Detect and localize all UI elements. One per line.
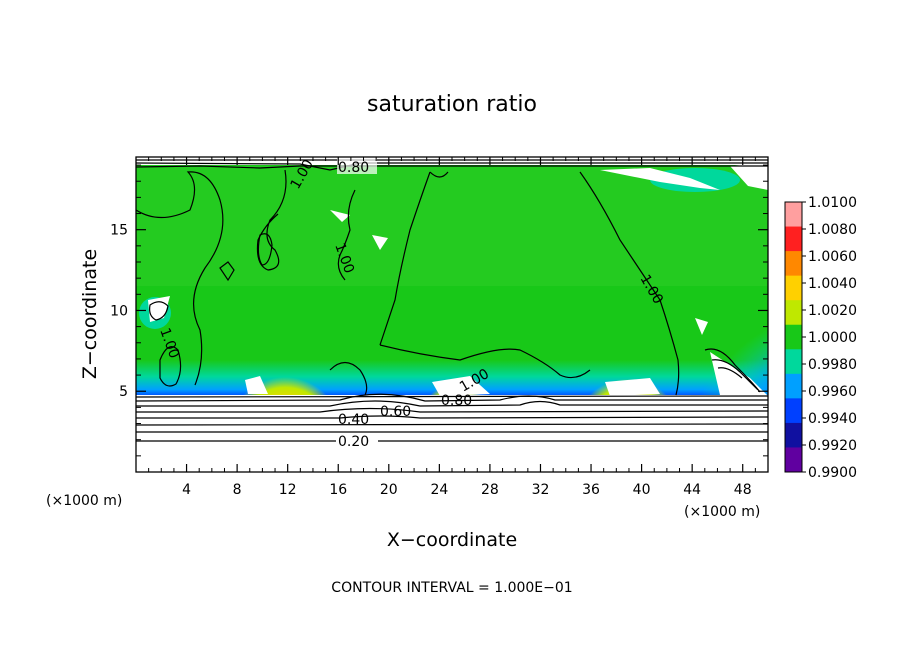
colorbar-swatch xyxy=(785,324,802,350)
colorbar-label: 0.9900 xyxy=(808,465,857,481)
colorbar-label: 0.9960 xyxy=(808,384,857,400)
x-unit-left: (×1000 m) xyxy=(46,493,122,509)
x-tick-label: 32 xyxy=(532,482,550,498)
contour-interval-note: CONTOUR INTERVAL = 1.000E−01 xyxy=(331,580,572,596)
contour-label: 0.80 xyxy=(338,160,369,176)
x-tick-label: 28 xyxy=(481,482,499,498)
x-tick-label: 12 xyxy=(279,482,297,498)
colorbar-label: 0.9920 xyxy=(808,438,857,454)
contour-label: 0.80 xyxy=(441,393,472,409)
x-tick-label: 44 xyxy=(683,482,701,498)
colorbar-swatch xyxy=(785,202,802,228)
x-unit-right: (×1000 m) xyxy=(684,504,760,520)
colorbar-label: 0.9940 xyxy=(808,411,857,427)
colorbar-label: 0.9980 xyxy=(808,357,857,373)
y-tick-label: 5 xyxy=(119,384,128,400)
contour-label: 0.40 xyxy=(338,412,369,428)
colorbar-label: 1.0100 xyxy=(808,195,857,211)
x-axis-label: X−coordinate xyxy=(387,529,517,551)
colorbar-label: 1.0040 xyxy=(808,276,857,292)
colorbar-swatch xyxy=(785,349,802,375)
colorbar-swatch xyxy=(785,226,802,252)
colorbar-swatch xyxy=(785,251,802,277)
chart-title: saturation ratio xyxy=(367,92,537,117)
colorbar-swatch xyxy=(785,422,802,448)
x-tick-label: 16 xyxy=(329,482,347,498)
contour-label: 0.60 xyxy=(380,404,411,420)
y-tick-label: 10 xyxy=(110,303,128,319)
x-tick-label: 4 xyxy=(182,482,191,498)
x-tick-label: 8 xyxy=(233,482,242,498)
colorbar-swatch xyxy=(785,373,802,399)
x-tick-label: 24 xyxy=(430,482,448,498)
y-axis: 5 10 15 xyxy=(110,164,768,457)
x-tick-label: 40 xyxy=(633,482,651,498)
x-tick-label: 20 xyxy=(380,482,398,498)
colorbar-swatch xyxy=(785,398,802,424)
colorbar-swatch xyxy=(785,300,802,326)
colorbar-swatch xyxy=(785,275,802,301)
y-tick-label: 15 xyxy=(110,223,128,239)
x-tick-label: 48 xyxy=(734,482,752,498)
x-tick-label: 36 xyxy=(582,482,600,498)
contour-label: 0.20 xyxy=(338,434,369,450)
colorbar-label: 1.0080 xyxy=(808,222,857,238)
colorbar-label: 1.0060 xyxy=(808,249,857,265)
colorbar-label: 1.0020 xyxy=(808,303,857,319)
saturation-field xyxy=(136,157,768,472)
x-axis: 4 8 12 16 20 24 28 32 36 40 44 48 xyxy=(148,157,756,498)
colorbar-label: 1.0000 xyxy=(808,330,857,346)
y-axis-label: Z−coordinate xyxy=(79,249,101,379)
colorbar-swatch xyxy=(785,447,802,473)
colorbar: 1.0100 1.0080 1.0060 1.0040 1.0020 1.0000 0.99… xyxy=(784,195,857,481)
